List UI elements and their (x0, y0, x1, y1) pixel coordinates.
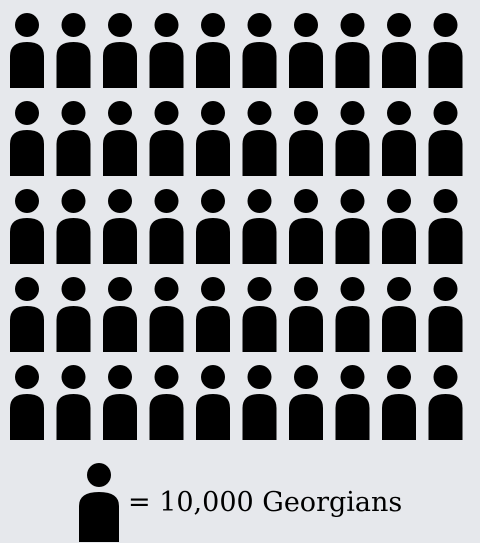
person-icon (149, 189, 184, 264)
person-icon (428, 189, 463, 264)
person-icon (196, 277, 230, 352)
person-icon (428, 101, 463, 176)
person-icon (196, 365, 230, 440)
person-icon (382, 101, 416, 176)
person-icon (56, 189, 91, 264)
person-icon (289, 13, 323, 88)
person-icon (149, 277, 184, 352)
person-icon (10, 101, 44, 176)
person-icon (242, 277, 277, 352)
person-icon (289, 189, 323, 264)
person-icon (196, 101, 230, 176)
person-icon (103, 277, 137, 352)
person-icon (242, 101, 277, 176)
person-icon (428, 277, 463, 352)
legend: = 10,000 Georgians (74, 462, 402, 542)
person-icon (56, 13, 91, 88)
person-icon (428, 13, 463, 88)
person-icon (10, 13, 44, 88)
person-icon (103, 13, 137, 88)
person-icon (428, 365, 463, 440)
person-icon (382, 189, 416, 264)
person-icon (196, 13, 230, 88)
person-icon (335, 101, 370, 176)
person-icon (103, 365, 137, 440)
person-icon (196, 189, 230, 264)
person-icon (382, 13, 416, 88)
person-icon (242, 13, 277, 88)
person-icon (289, 365, 323, 440)
person-icon (103, 189, 137, 264)
person-icon (149, 101, 184, 176)
person-icon (335, 365, 370, 440)
person-icon (149, 365, 184, 440)
person-icon (335, 13, 370, 88)
person-icon (56, 365, 91, 440)
person-icon (10, 365, 44, 440)
person-icon (289, 101, 323, 176)
person-icon (56, 101, 91, 176)
person-icon (103, 101, 137, 176)
person-icon (242, 365, 277, 440)
person-icon (335, 277, 370, 352)
person-icon (56, 277, 91, 352)
person-icon (242, 189, 277, 264)
person-icon (382, 365, 416, 440)
pictograph-grid (10, 13, 463, 440)
person-icon (149, 13, 184, 88)
legend-label: = 10,000 Georgians (128, 486, 403, 518)
person-icon (10, 277, 44, 352)
person-icon (289, 277, 323, 352)
person-icon (10, 189, 44, 264)
person-icon (335, 189, 370, 264)
person-icon (382, 277, 416, 352)
legend-person-icon (79, 463, 119, 542)
